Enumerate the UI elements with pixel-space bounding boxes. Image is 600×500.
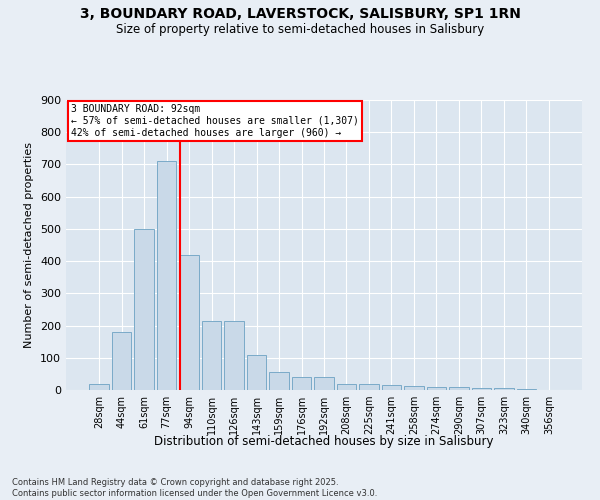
Bar [247,354,266,390]
Text: Distribution of semi-detached houses by size in Salisbury: Distribution of semi-detached houses by … [154,435,494,448]
Bar [269,372,289,390]
Bar [359,384,379,390]
Bar [179,254,199,390]
Text: 3 BOUNDARY ROAD: 92sqm
← 57% of semi-detached houses are smaller (1,307)
42% of : 3 BOUNDARY ROAD: 92sqm ← 57% of semi-det… [71,104,359,138]
Bar [427,388,446,390]
Text: Contains HM Land Registry data © Crown copyright and database right 2025.
Contai: Contains HM Land Registry data © Crown c… [12,478,377,498]
Bar [224,320,244,390]
Bar [134,229,154,390]
Bar [89,384,109,390]
Bar [449,388,469,390]
Bar [472,388,491,390]
Bar [337,384,356,390]
Bar [404,386,424,390]
Bar [202,320,221,390]
Bar [292,377,311,390]
Text: 3, BOUNDARY ROAD, LAVERSTOCK, SALISBURY, SP1 1RN: 3, BOUNDARY ROAD, LAVERSTOCK, SALISBURY,… [80,8,520,22]
Bar [314,377,334,390]
Text: Size of property relative to semi-detached houses in Salisbury: Size of property relative to semi-detach… [116,22,484,36]
Y-axis label: Number of semi-detached properties: Number of semi-detached properties [25,142,34,348]
Bar [494,388,514,390]
Bar [157,161,176,390]
Bar [382,385,401,390]
Bar [112,332,131,390]
